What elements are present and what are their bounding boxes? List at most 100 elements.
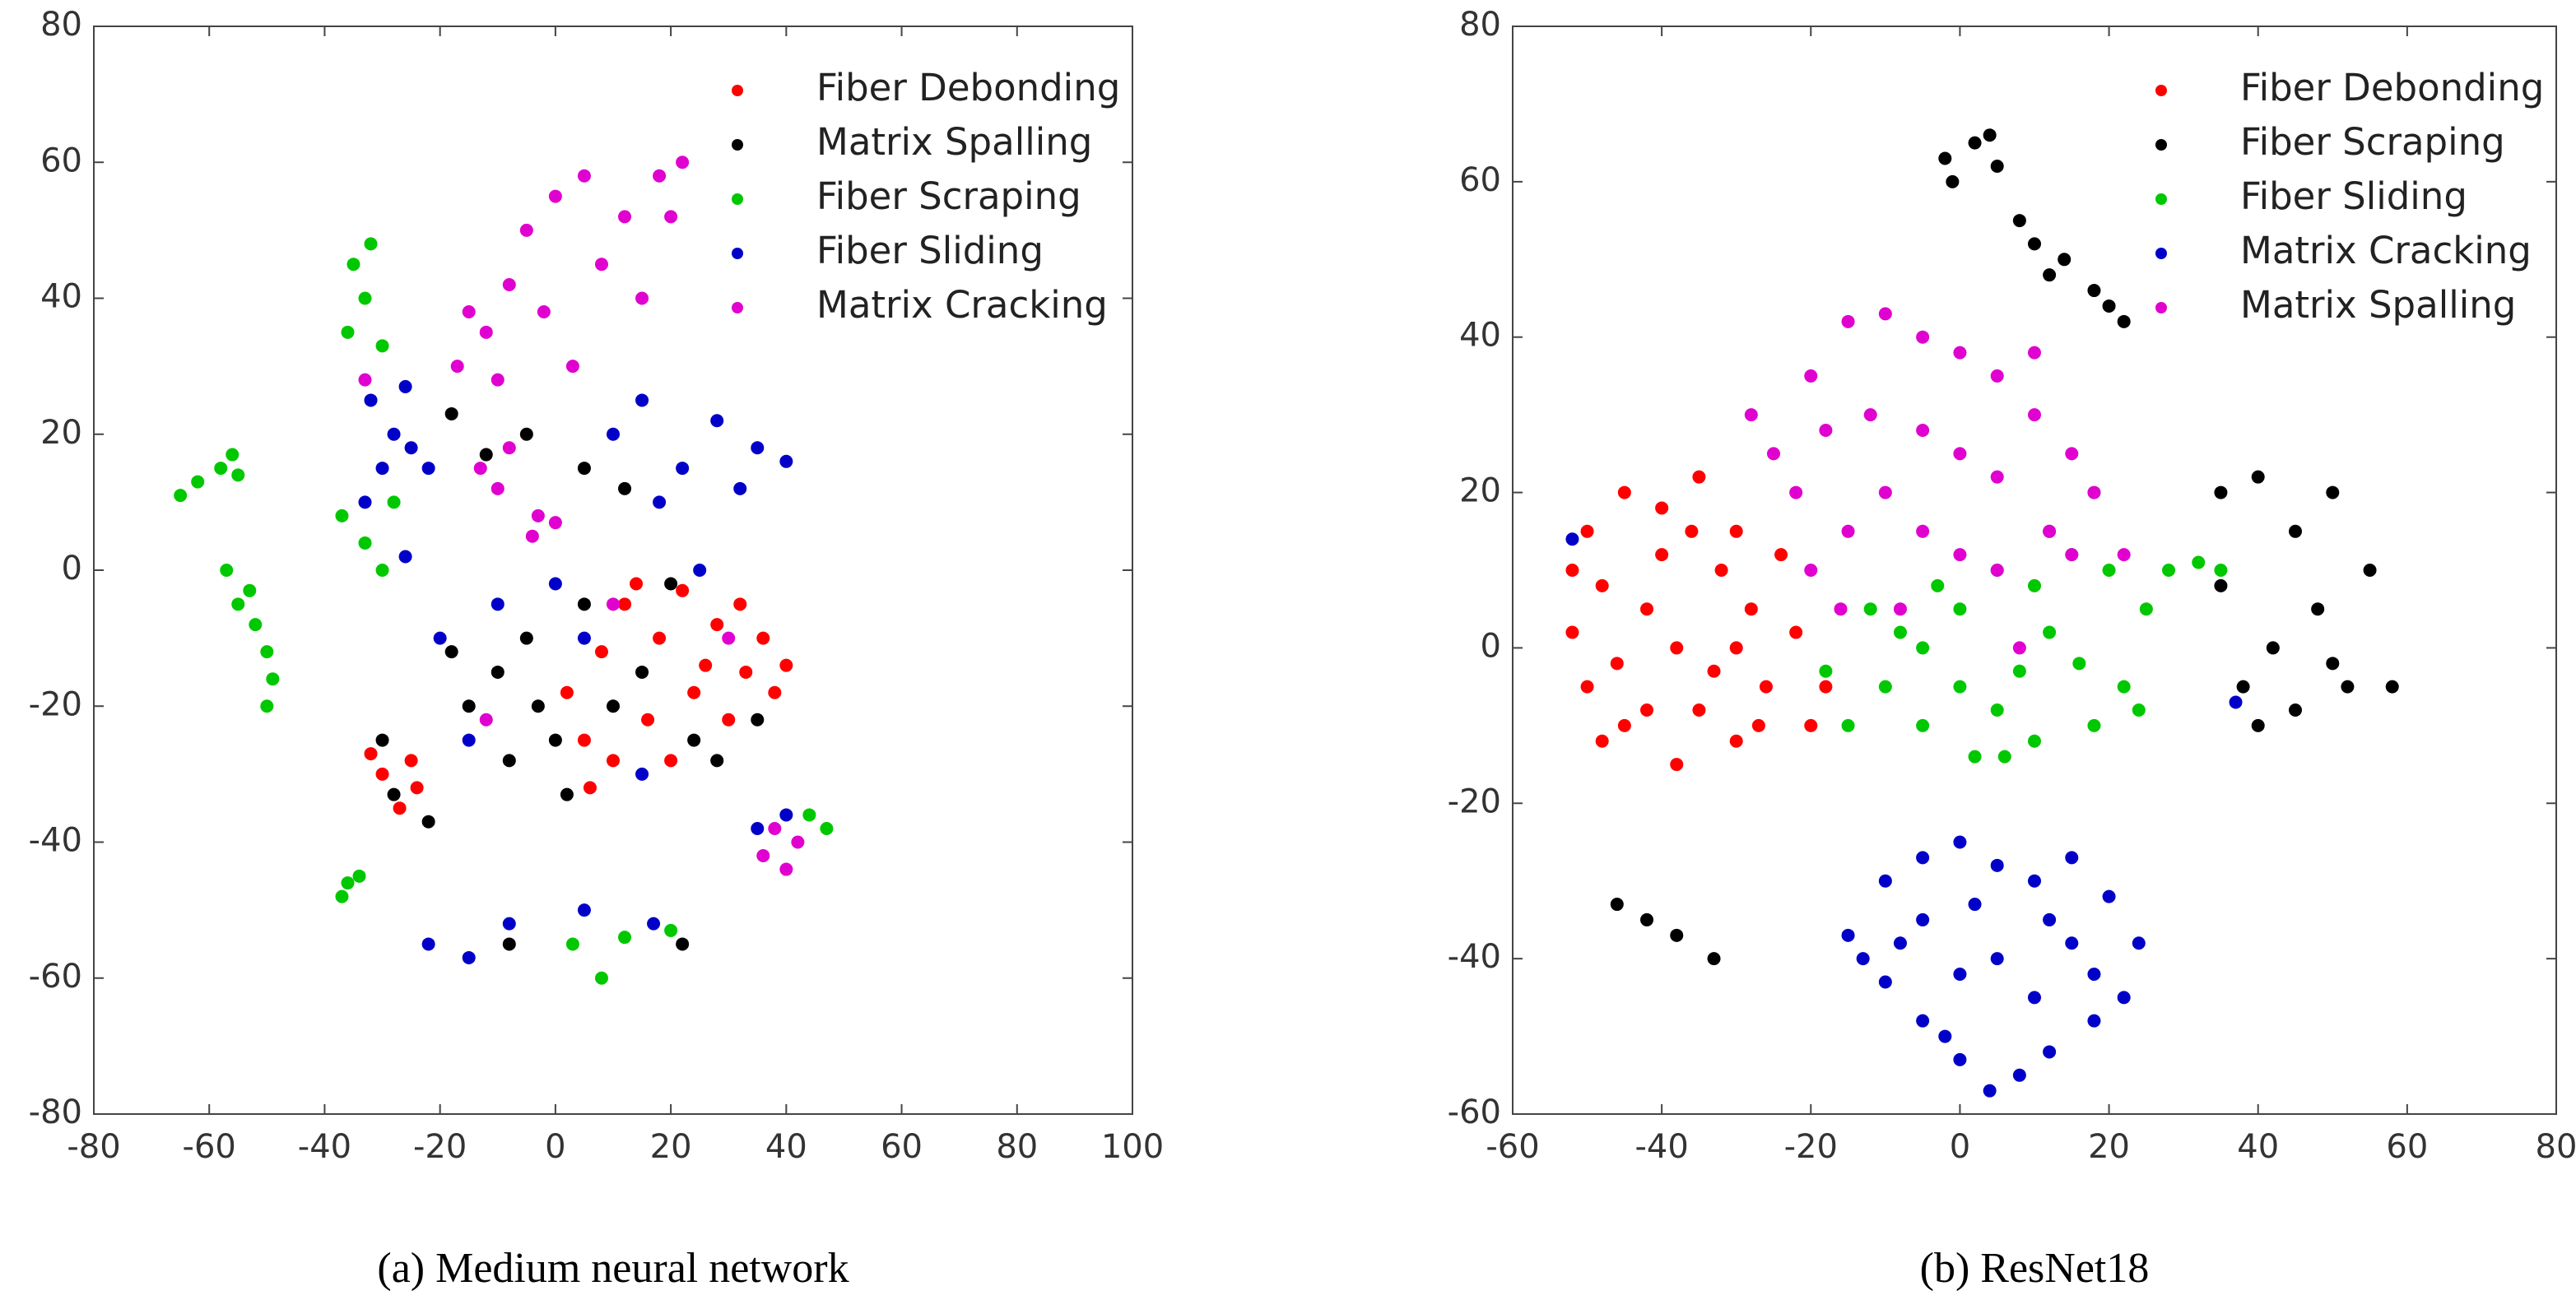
point — [502, 937, 516, 951]
point — [537, 305, 551, 319]
point — [519, 223, 533, 237]
point — [479, 713, 493, 727]
x-tick-label: 60 — [881, 1128, 923, 1166]
y-tick-label: -20 — [29, 685, 82, 723]
point — [1990, 564, 2004, 577]
y-tick-label: 20 — [1459, 472, 1501, 510]
x-tick-label: -20 — [1784, 1128, 1838, 1166]
point — [1595, 734, 1609, 748]
point — [2028, 874, 2041, 888]
legend-label: Matrix Cracking — [2240, 229, 2532, 272]
point — [491, 597, 505, 611]
point — [473, 462, 487, 476]
point — [491, 481, 505, 495]
point — [1953, 835, 1967, 849]
point — [1990, 703, 2004, 717]
point — [1946, 174, 1960, 188]
point — [618, 931, 632, 945]
point — [1863, 602, 1877, 616]
point — [2028, 734, 2041, 748]
point — [2192, 555, 2206, 569]
point — [635, 767, 649, 781]
legend-label: Fiber Scraping — [2240, 120, 2505, 164]
point — [364, 747, 378, 761]
point — [2214, 578, 2228, 592]
point — [1953, 346, 1967, 360]
point — [676, 583, 690, 597]
legend-marker — [732, 193, 743, 205]
point — [2065, 548, 2079, 562]
point — [693, 564, 707, 577]
point — [676, 937, 690, 951]
caption: (b) ResNet18 — [1920, 1245, 2150, 1292]
x-tick-label: 20 — [2088, 1128, 2130, 1166]
point — [260, 699, 274, 713]
point — [2326, 485, 2340, 499]
point — [387, 427, 401, 441]
y-tick-label: 60 — [1459, 161, 1501, 199]
x-tick-label: 40 — [2237, 1128, 2279, 1166]
point — [231, 468, 245, 482]
y-tick-label: -60 — [1448, 1093, 1501, 1131]
point — [577, 903, 591, 917]
point — [2341, 680, 2355, 694]
point — [1774, 548, 1788, 562]
point — [2117, 991, 2131, 1005]
point — [1878, 975, 1892, 989]
point — [1789, 485, 1803, 499]
point — [1893, 936, 1907, 950]
point — [2087, 485, 2101, 499]
point — [565, 937, 579, 951]
point — [641, 713, 655, 727]
point — [341, 325, 355, 339]
point — [1655, 548, 1669, 562]
point — [2117, 680, 2131, 694]
point — [358, 536, 372, 550]
point — [525, 529, 539, 543]
point — [214, 462, 228, 476]
point — [1893, 602, 1907, 616]
point — [2229, 695, 2243, 709]
point — [676, 462, 690, 476]
y-tick-label: -20 — [1448, 782, 1501, 820]
y-tick-label: 0 — [1481, 627, 1501, 665]
point — [710, 414, 724, 428]
point — [444, 406, 458, 420]
point — [462, 699, 476, 713]
point — [618, 597, 632, 611]
point — [364, 237, 378, 251]
point — [364, 393, 378, 407]
point — [2028, 991, 2041, 1005]
x-tick-label: -80 — [67, 1128, 120, 1166]
point — [733, 597, 747, 611]
x-tick-label: 100 — [1101, 1128, 1164, 1166]
point — [676, 156, 690, 169]
y-tick-label: 20 — [40, 414, 82, 452]
point — [387, 495, 401, 509]
point — [1916, 330, 1930, 344]
y-tick-label: 60 — [40, 142, 82, 179]
y-tick-label: 40 — [40, 278, 82, 316]
point — [548, 733, 562, 747]
point — [404, 441, 418, 455]
point — [756, 849, 770, 863]
point — [1789, 625, 1803, 639]
point — [2236, 680, 2250, 694]
point — [341, 876, 355, 890]
point — [577, 733, 591, 747]
point — [1938, 1029, 1952, 1043]
point — [2058, 253, 2071, 267]
point — [220, 564, 234, 577]
point — [491, 665, 505, 679]
point — [375, 564, 389, 577]
point — [2102, 564, 2116, 577]
point — [710, 754, 724, 768]
point — [1916, 524, 1930, 538]
point — [1655, 501, 1669, 515]
point — [2043, 625, 2057, 639]
point — [266, 672, 280, 686]
point — [664, 210, 678, 224]
point — [531, 699, 545, 713]
x-tick-label: 80 — [996, 1128, 1038, 1166]
y-tick-label: -40 — [1448, 938, 1501, 976]
